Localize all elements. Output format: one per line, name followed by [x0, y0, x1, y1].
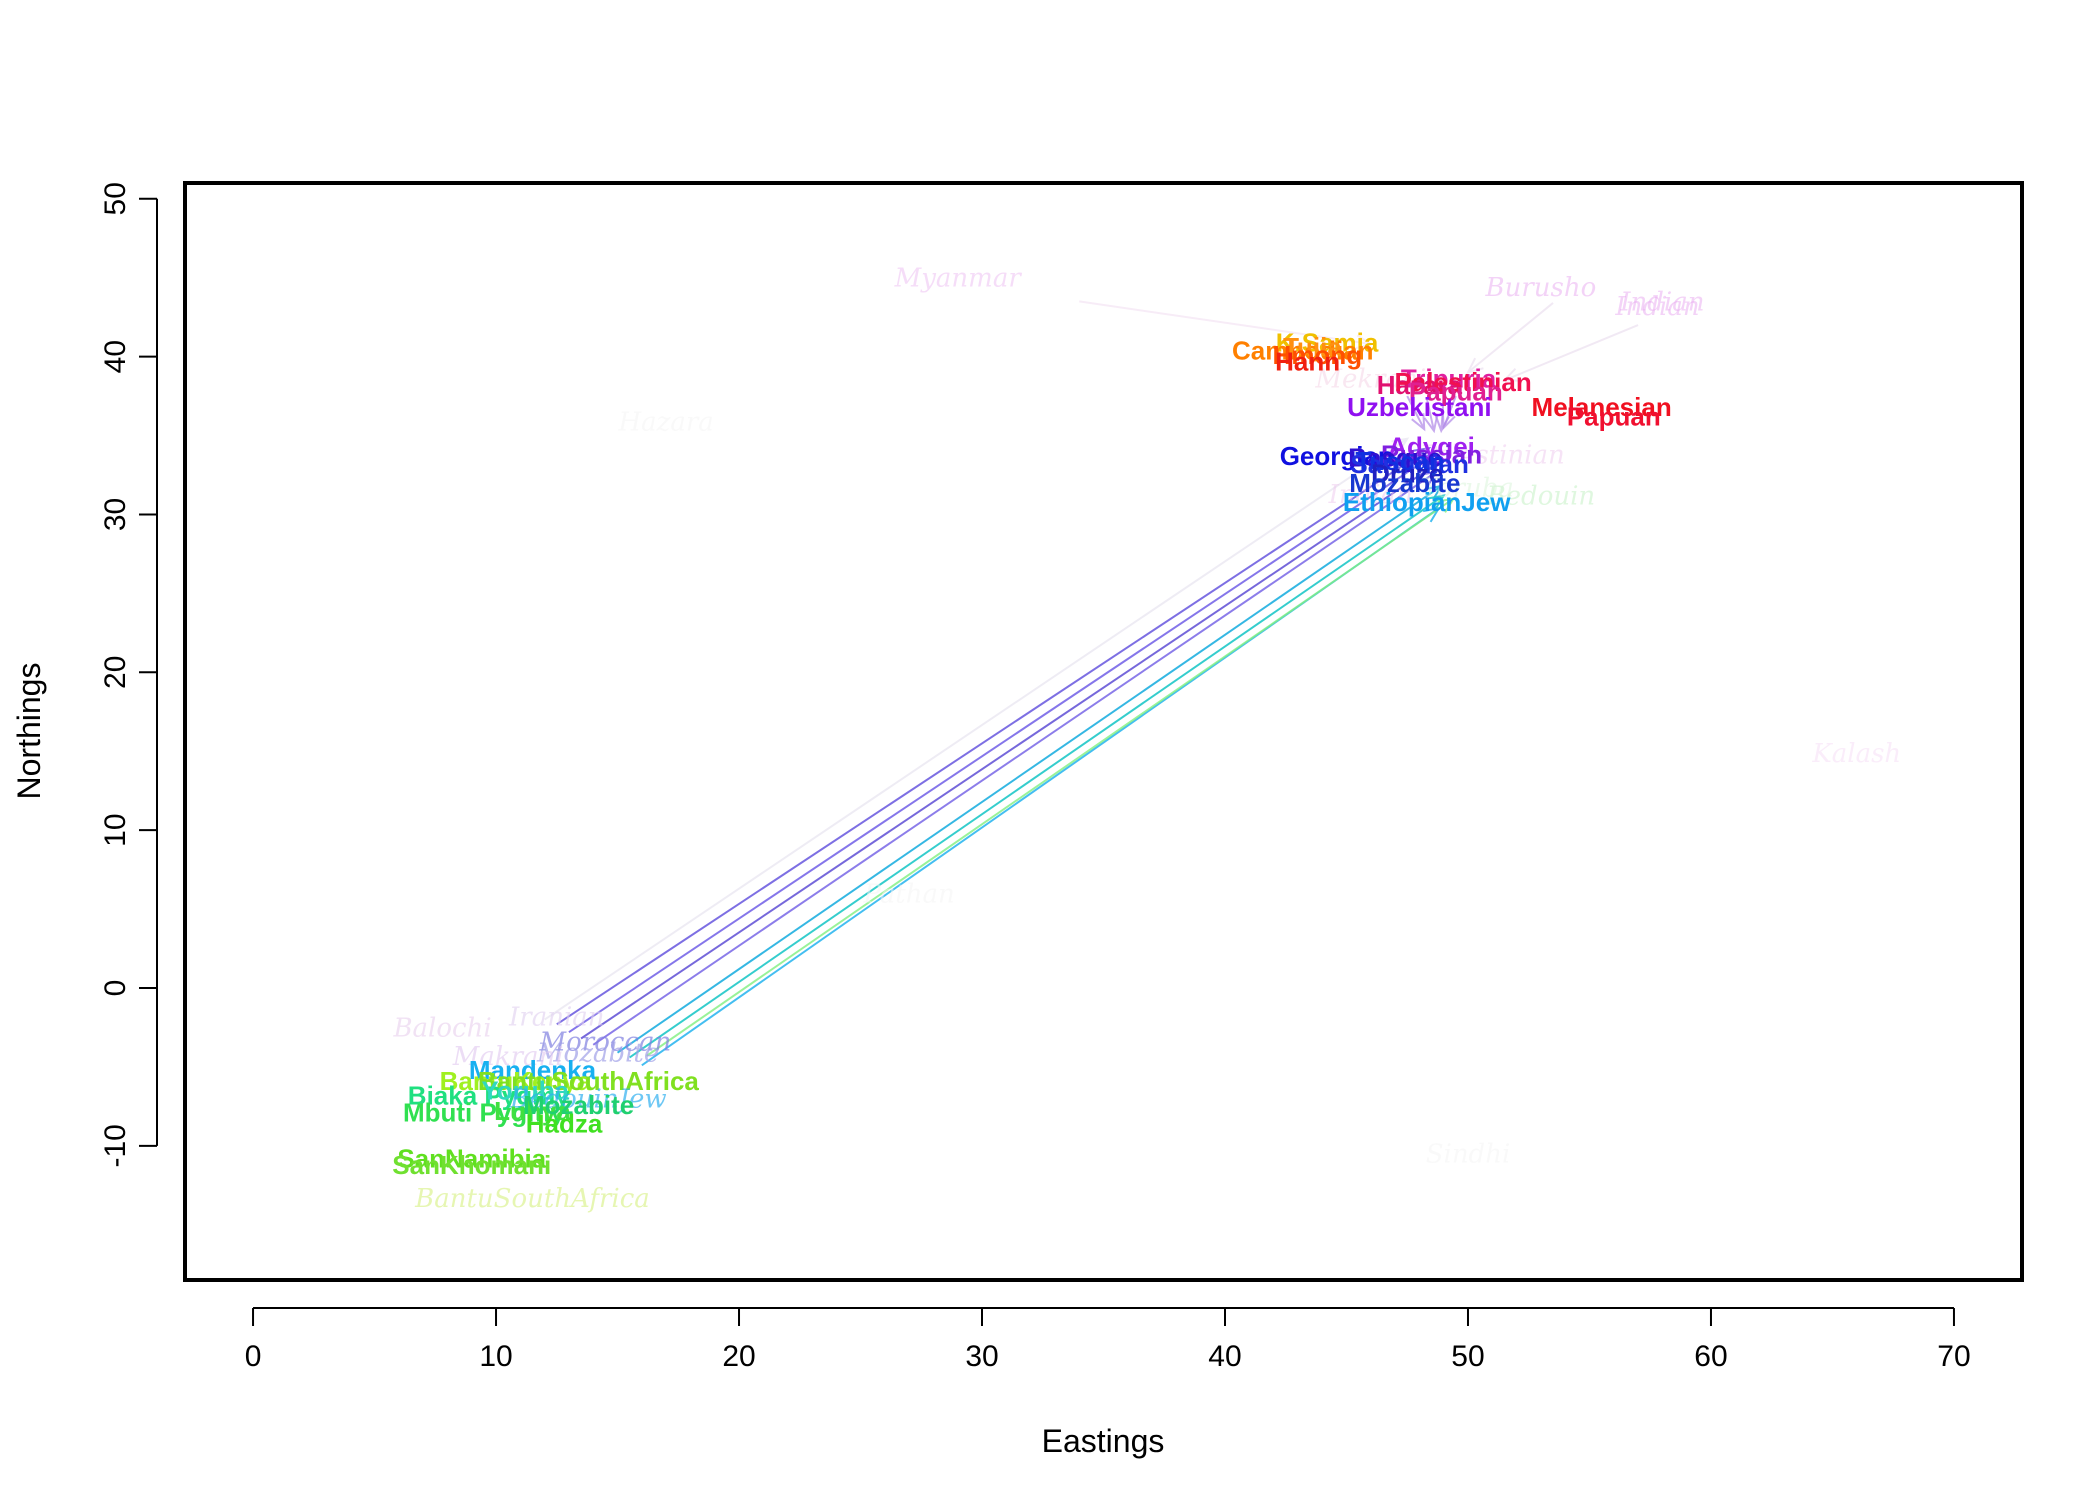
population-label: Biaka Pygmy [408, 1080, 570, 1110]
population-label: Myanmar [894, 264, 1023, 294]
population-label: Tuscan [1355, 446, 1444, 476]
x-tick-label: 70 [1937, 1340, 1970, 1373]
x-tick-label: 40 [1208, 1340, 1241, 1373]
x-axis: 0 10 20 30 40 50 60 70 [245, 1307, 1971, 1373]
arrow [629, 494, 1446, 1059]
x-tick-label: 30 [965, 1340, 998, 1373]
arrow [544, 437, 1410, 1021]
population-label: Papuan [1409, 376, 1503, 406]
population-label: Moroccan [539, 1028, 672, 1058]
population-label: Yoruba [481, 1076, 569, 1106]
arrow [1502, 324, 1639, 382]
population-label: Uzbekistani [1347, 392, 1492, 422]
population-label: Mekrani [1314, 365, 1426, 395]
population-label: Bedouin [1486, 482, 1596, 512]
arrow [646, 497, 1456, 1057]
population-label: BantuSouthAfrica [478, 1066, 700, 1096]
population-label: Pathan [862, 879, 954, 909]
population-label: Hann [1275, 346, 1340, 376]
population-label: Hazara [1377, 370, 1463, 400]
y-tick-label: -10 [99, 1124, 132, 1167]
population-label: Iranian [508, 1002, 605, 1032]
y-axis: -10 0 10 20 30 40 50 [99, 182, 158, 1168]
arrow [556, 446, 1432, 1026]
population-label: Papuan [1567, 402, 1661, 432]
population-label: BantuSouthAfrica [414, 1184, 650, 1214]
y-axis-title: Northings [11, 663, 47, 800]
plot-frame [183, 181, 2024, 1282]
arrow [1466, 302, 1554, 374]
population-label: Yoruba [1422, 474, 1514, 504]
arrow [616, 484, 1444, 1054]
y-tick-label: 50 [99, 182, 132, 215]
population-label: Sindhi [1426, 1140, 1511, 1170]
arrow [1079, 300, 1374, 350]
population-label: Makrani [452, 1042, 564, 1072]
population-label: Tujia [1283, 332, 1342, 362]
population-label: Balochi [392, 1013, 491, 1043]
y-tick-label: 20 [99, 656, 132, 689]
population-label: EthiopianJew [1343, 487, 1511, 517]
x-tick-label: 50 [1451, 1340, 1484, 1373]
arrow [568, 453, 1437, 1034]
population-label: Melanesian [1532, 392, 1672, 422]
population-label: Mozabite [536, 1039, 659, 1069]
population-label: Palestinian [1394, 367, 1531, 397]
arrow [1406, 395, 1426, 432]
population-label: Hadza [526, 1109, 603, 1139]
population-label: Mbuti Pygmy [403, 1098, 565, 1128]
population-label: Indian [1328, 480, 1413, 510]
population-label: Mandenka [469, 1055, 597, 1085]
arrow [1441, 395, 1457, 430]
population-label: Cambodian [1232, 335, 1374, 365]
arrow [592, 470, 1439, 1046]
y-tick-label: 10 [99, 813, 132, 846]
population-label: Adygei [1388, 432, 1475, 462]
population-label: K.Samia [1276, 327, 1379, 357]
population-label: Georgian [1280, 441, 1394, 471]
y-tick-label: 40 [99, 340, 132, 373]
arrow [1423, 397, 1439, 434]
y-tick-label: 0 [99, 980, 132, 997]
y-tick-label: 30 [99, 498, 132, 531]
population-label: Basque [1348, 443, 1442, 473]
population-label: SanKhomani [392, 1150, 551, 1180]
x-axis-title: Eastings [1042, 1423, 1165, 1459]
population-label: Mozabite [523, 1090, 634, 1120]
labels-layer: Myanmar Burusho IndianIndianKalashIndianMe… [392, 264, 1901, 1214]
population-label: Palestinian [1419, 440, 1565, 470]
population-label: Indian [1619, 287, 1704, 317]
population-label: Sardinian [1350, 449, 1468, 479]
population-label: Druze [1371, 458, 1443, 488]
population-label: Burusho [1484, 273, 1596, 303]
population-label: BantuKenya [440, 1066, 592, 1096]
population-label: Hazara [617, 407, 713, 437]
population-label: Hmong [1273, 340, 1363, 370]
arrows-layer [544, 300, 1639, 1067]
population-label: BedouinJew [509, 1084, 667, 1114]
population-label: SanNamibia [397, 1143, 546, 1173]
population-label: Indian [1614, 292, 1699, 322]
population-label: Luhya [494, 1096, 571, 1126]
population-label: Tripuria [1401, 364, 1497, 394]
x-tick-label: 60 [1694, 1340, 1727, 1373]
population-label: Kalash [1811, 739, 1901, 769]
population-label: Russian [1381, 439, 1482, 469]
arrow [580, 461, 1441, 1040]
population-label: Mozabite [1349, 468, 1460, 498]
x-tick-label: 10 [479, 1340, 512, 1373]
x-tick-label: 20 [722, 1340, 755, 1373]
x-tick-label: 0 [245, 1340, 262, 1373]
